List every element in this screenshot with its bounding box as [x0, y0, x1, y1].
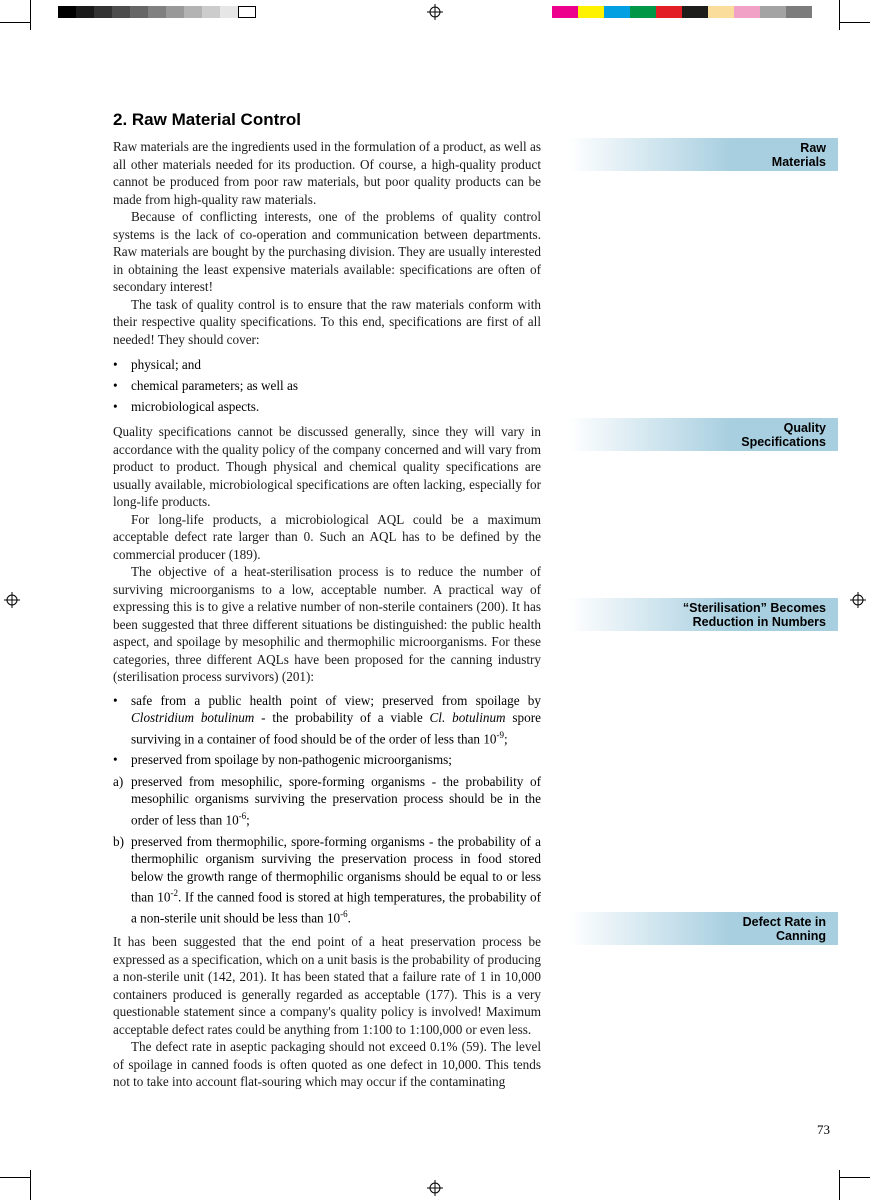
- swatch: [578, 6, 604, 18]
- swatch: [552, 6, 578, 18]
- side-label-quality-spec: QualitySpecifications: [568, 418, 838, 451]
- paragraph: The objective of a heat-sterilisation pr…: [113, 563, 541, 686]
- paragraph: Raw materials are the ingredients used i…: [113, 138, 541, 208]
- crop-mark: [839, 1170, 840, 1200]
- swatch: [630, 6, 656, 18]
- swatch: [656, 6, 682, 18]
- swatch: [708, 6, 734, 18]
- swatch: [220, 6, 238, 18]
- list-item: safe from a public health point of view;…: [113, 692, 541, 748]
- swatch: [148, 6, 166, 18]
- list-item: physical; and: [113, 354, 541, 375]
- paragraph: The defect rate in aseptic packaging sho…: [113, 1038, 541, 1091]
- page-body: 2. Raw Material Control Raw materials ar…: [113, 110, 541, 1091]
- swatch: [58, 6, 76, 18]
- swatch: [202, 6, 220, 18]
- section-heading: 2. Raw Material Control: [113, 110, 541, 130]
- side-label-sterilisation: “Sterilisation” BecomesReduction in Numb…: [568, 598, 838, 631]
- swatch: [130, 6, 148, 18]
- side-label-defect-rate: Defect Rate inCanning: [568, 912, 838, 945]
- registration-mark-icon: [427, 4, 443, 20]
- paragraph: Quality specifications cannot be discuss…: [113, 423, 541, 511]
- crop-mark: [30, 1170, 31, 1200]
- swatch: [682, 6, 708, 18]
- swatch: [786, 6, 812, 18]
- registration-mark-icon: [850, 592, 866, 608]
- swatch: [112, 6, 130, 18]
- list-item: b)preserved from thermophilic, spore-for…: [113, 833, 541, 927]
- color-bar: [552, 6, 812, 18]
- registration-mark-icon: [427, 1180, 443, 1196]
- crop-mark: [30, 0, 31, 30]
- swatch: [238, 6, 256, 18]
- crop-mark: [839, 0, 840, 30]
- swatch: [76, 6, 94, 18]
- paragraph: For long-life products, a microbiologica…: [113, 511, 541, 564]
- paragraph: Because of conflicting interests, one of…: [113, 208, 541, 296]
- list-item: preserved from spoilage by non-pathogeni…: [113, 751, 541, 769]
- swatch: [94, 6, 112, 18]
- swatch: [604, 6, 630, 18]
- page-number: 73: [817, 1122, 830, 1138]
- paragraph: It has been suggested that the end point…: [113, 933, 541, 1038]
- bullet-list: physical; and chemical parameters; as we…: [113, 354, 541, 417]
- side-label-text: “Sterilisation” BecomesReduction in Numb…: [683, 601, 826, 629]
- list-item: chemical parameters; as well as: [113, 375, 541, 396]
- crop-mark: [840, 1177, 870, 1178]
- list-item: microbiological aspects.: [113, 396, 541, 417]
- crop-mark: [0, 22, 30, 23]
- side-label-text: Defect Rate inCanning: [743, 915, 826, 943]
- crop-mark: [0, 1177, 30, 1178]
- crop-mark: [840, 22, 870, 23]
- swatch: [166, 6, 184, 18]
- side-label-text: QualitySpecifications: [741, 421, 826, 449]
- grayscale-bar: [58, 6, 256, 18]
- side-label-raw-materials: RawMaterials: [568, 138, 838, 171]
- swatch: [760, 6, 786, 18]
- swatch: [734, 6, 760, 18]
- bullet-list: safe from a public health point of view;…: [113, 692, 541, 928]
- list-item: a)preserved from mesophilic, spore-formi…: [113, 773, 541, 829]
- swatch: [184, 6, 202, 18]
- side-label-text: RawMaterials: [772, 141, 826, 169]
- paragraph: The task of quality control is to ensure…: [113, 296, 541, 349]
- registration-mark-icon: [4, 592, 20, 608]
